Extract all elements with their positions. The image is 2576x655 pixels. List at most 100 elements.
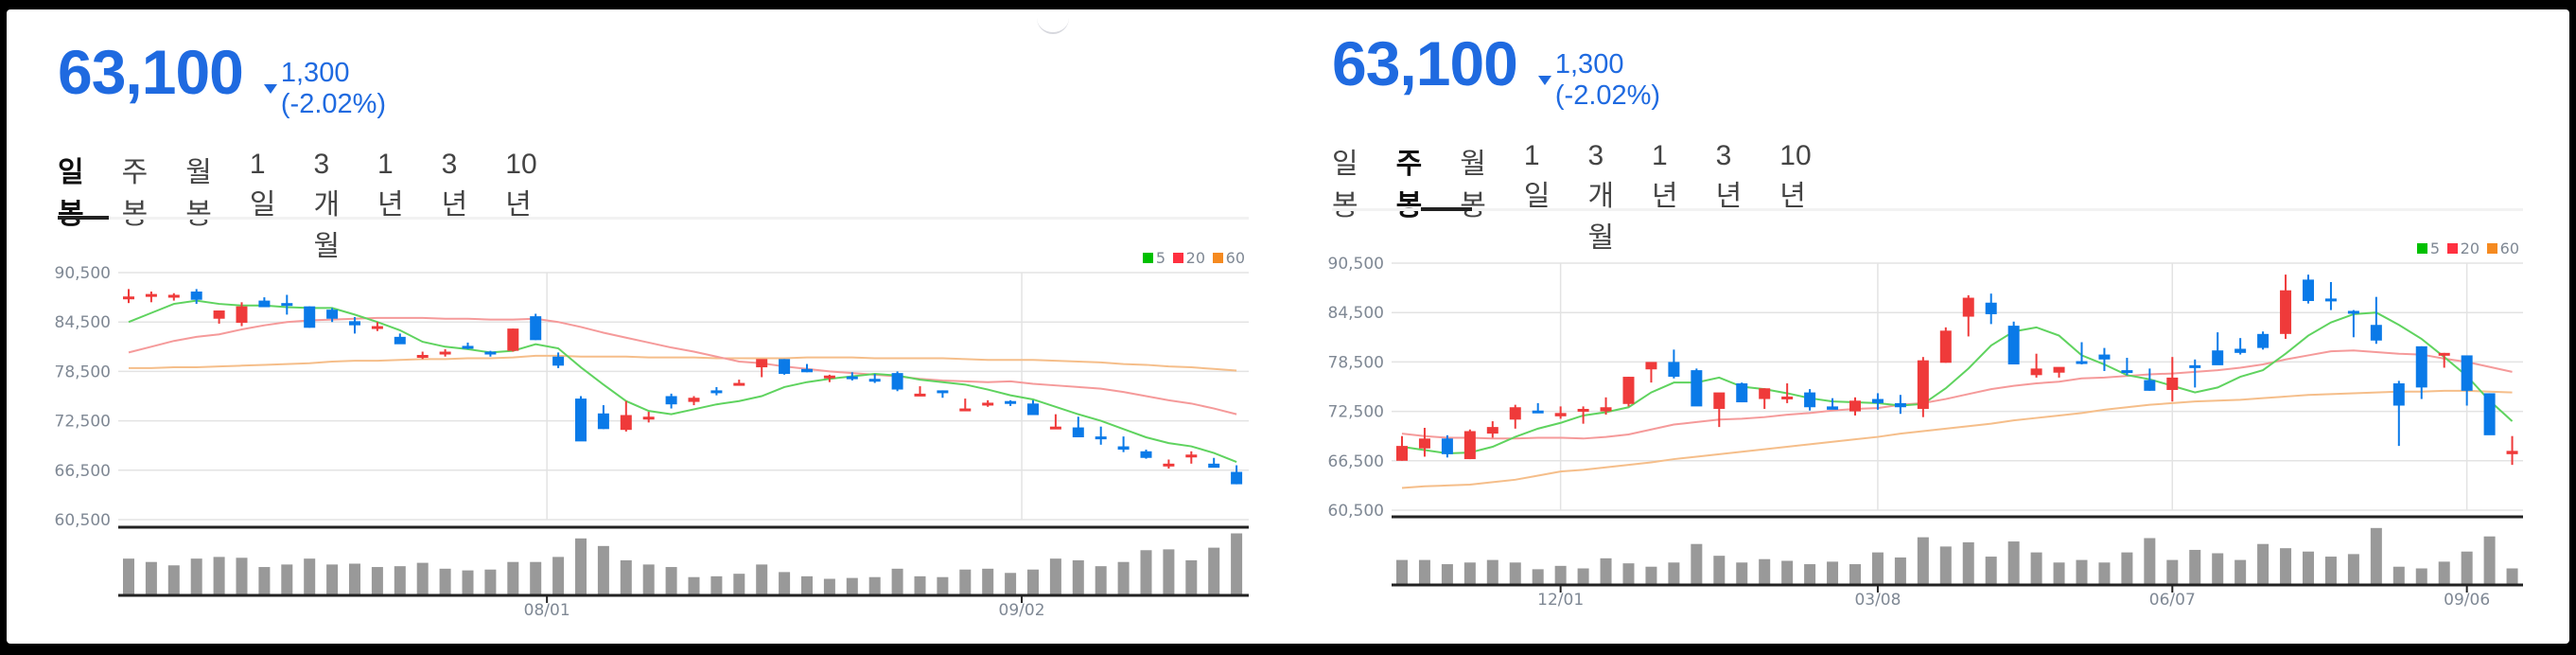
volume-bar <box>1804 564 1816 584</box>
volume-bar <box>326 564 339 594</box>
candle-body <box>2280 290 2292 334</box>
tab-2[interactable]: 월봉 <box>1460 149 1486 221</box>
legend-swatch-icon <box>2447 243 2458 254</box>
volume-bar <box>439 568 451 594</box>
candle-body <box>2257 333 2269 348</box>
legend-label: 20 <box>2461 239 2480 257</box>
candle-body <box>2189 364 2201 368</box>
candle-body <box>597 413 609 430</box>
volume-bar <box>530 561 542 594</box>
tab-5[interactable]: 1년 <box>377 149 404 221</box>
candle-body <box>779 359 791 375</box>
volume-bar <box>2506 568 2518 584</box>
volume-bar <box>665 567 677 594</box>
candle-body <box>552 356 565 366</box>
candle-body <box>2483 393 2496 435</box>
volume-bar <box>2030 552 2042 584</box>
candle-body <box>982 402 994 406</box>
legend-swatch-icon <box>1143 253 1153 263</box>
tab-5[interactable]: 1년 <box>1652 140 1678 212</box>
candle-body <box>1486 427 1498 434</box>
y-tick-label: 72,500 <box>55 413 111 432</box>
candle-body <box>530 316 542 341</box>
candle-body <box>1917 360 1929 409</box>
x-tick-label: 09/02 <box>999 601 1045 620</box>
candle-body <box>2347 310 2359 314</box>
candle-body <box>1005 400 1017 404</box>
candle-body <box>914 393 926 397</box>
volume-bar <box>1962 541 1974 584</box>
candle-body <box>891 373 903 390</box>
volume-bar <box>937 576 949 594</box>
volume-bar <box>1463 562 1476 584</box>
x-tick-label: 03/08 <box>1854 591 1901 610</box>
volume-bar <box>620 559 632 594</box>
volume-bar <box>959 569 972 594</box>
candle-body <box>959 408 972 412</box>
volume-bar <box>914 575 926 594</box>
legend-swatch-icon <box>2417 243 2427 254</box>
legend-swatch-icon <box>1173 253 1183 263</box>
tab-4[interactable]: 3개월 <box>313 149 341 262</box>
candle-body <box>1871 398 1884 403</box>
candle-body <box>1396 446 1408 461</box>
tab-4[interactable]: 3개월 <box>1587 140 1615 254</box>
volume-bar <box>167 565 180 594</box>
candle-body <box>1208 463 1220 469</box>
daily-candlestick-chart[interactable]: 90,500 84,500 78,500 72,500 66,500 60,500 08/0… <box>0 0 1287 655</box>
y-tick-label: 60,500 <box>1328 502 1384 521</box>
candle-body <box>416 355 429 358</box>
volume-bar <box>2370 527 2382 584</box>
active-tab-underline <box>1421 207 1472 211</box>
volume-bar <box>213 557 225 594</box>
volume-bar <box>1117 561 1130 594</box>
screenshot-frame <box>7 9 2569 644</box>
candle-body <box>1231 471 1243 485</box>
volume-bar <box>1600 558 1612 584</box>
volume-bar <box>2212 553 2224 584</box>
candle-body <box>1554 413 1567 416</box>
volume-bar <box>1849 564 1861 584</box>
candle-body <box>1736 383 1748 403</box>
volume-bar <box>394 566 406 594</box>
volume-bar <box>1645 566 1657 584</box>
candle-body <box>1532 410 1544 414</box>
volume-bar <box>1939 546 1952 584</box>
volume-bar <box>1049 558 1061 594</box>
volume-bar <box>1713 556 1726 584</box>
active-tab-underline <box>58 216 109 220</box>
volume-bar <box>846 577 858 594</box>
volume-bar <box>304 558 316 594</box>
tab-6[interactable]: 3년 <box>441 149 468 221</box>
candle-body <box>1939 330 1952 363</box>
volume-bar <box>123 558 134 594</box>
candle-body <box>1668 362 1680 378</box>
tab-0[interactable]: 일봉 <box>58 157 84 230</box>
volume-bar <box>823 578 835 594</box>
volume-bar <box>710 575 723 594</box>
pull-handle-arc <box>1037 17 1069 34</box>
candle-body <box>213 310 225 319</box>
tab-7[interactable]: 10년 <box>505 149 537 221</box>
volume-bar <box>190 558 202 594</box>
tab-3[interactable]: 1일 <box>249 149 276 221</box>
y-tick-label: 78,500 <box>55 363 111 381</box>
candle-body <box>1049 426 1061 430</box>
volume-bar <box>1441 564 1453 584</box>
tab-6[interactable]: 3년 <box>1715 140 1743 212</box>
tab-7[interactable]: 10년 <box>1779 140 1812 212</box>
volume-bar <box>1827 561 1839 584</box>
candle-body <box>2098 354 2111 360</box>
tab-1[interactable]: 주봉 <box>1395 149 1423 221</box>
tab-3[interactable]: 1일 <box>1523 140 1551 212</box>
candle-body <box>1781 396 1794 399</box>
candle-body <box>1072 427 1084 437</box>
volume-bar <box>416 562 429 594</box>
tab-divider <box>58 217 1249 220</box>
tab-2[interactable]: 월봉 <box>185 157 212 230</box>
legend-label: 20 <box>1186 249 1205 267</box>
candle-body <box>2392 383 2405 406</box>
tab-0[interactable]: 일봉 <box>1332 149 1358 221</box>
tab-1[interactable]: 주봉 <box>121 157 149 230</box>
